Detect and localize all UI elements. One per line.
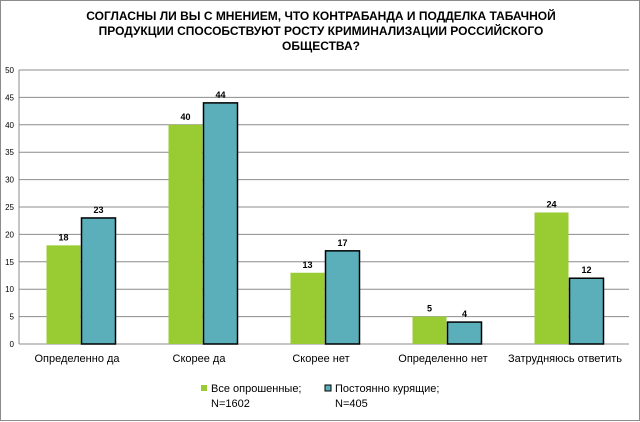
bar (324, 250, 361, 345)
bar (46, 245, 81, 344)
y-tick-label: 10 (5, 285, 14, 294)
data-label: 24 (546, 199, 556, 209)
title-line-2: ПРОДУКЦИИ СПОСОБСТВУЮТ РОСТУ КРИМИНАЛИЗА… (98, 24, 544, 38)
data-label: 40 (180, 112, 190, 122)
x-category-label: Скорее да (173, 353, 227, 365)
bar (446, 321, 483, 345)
data-label: 23 (93, 205, 103, 215)
legend-entry: Постоянно курящие; (335, 383, 439, 395)
y-tick-label: 45 (5, 93, 14, 102)
legend-swatch (324, 384, 332, 392)
title-line-3: ОБЩЕСТВА? (282, 39, 360, 53)
data-label: 12 (581, 265, 591, 275)
x-category-label: Определенно нет (398, 353, 487, 365)
data-label: 18 (58, 232, 68, 242)
data-label: 17 (337, 238, 347, 248)
bar (80, 217, 117, 345)
y-tick-label: 50 (5, 66, 14, 75)
y-tick-label: 40 (5, 121, 14, 130)
x-category-label: Затрудняюсь ответить (508, 353, 622, 365)
bar (202, 102, 239, 345)
y-tick-label: 0 (10, 340, 15, 349)
y-tick-label: 35 (5, 148, 14, 157)
data-label: 44 (215, 90, 225, 100)
legend-entry: Все опрошенные; (211, 383, 302, 395)
bar (168, 124, 203, 344)
legend-entry: N=405 (335, 398, 368, 410)
data-label: 4 (462, 309, 467, 319)
bar (412, 316, 447, 344)
x-category-label: Скорее нет (292, 353, 349, 365)
data-label: 5 (427, 304, 432, 314)
y-tick-label: 20 (5, 230, 14, 239)
title-line-1: СОГЛАСНЫ ЛИ ВЫ С МНЕНИЕМ, ЧТО КОНТРАБАНД… (86, 9, 556, 23)
y-tick-label: 15 (5, 258, 14, 267)
y-tick-label: 25 (5, 203, 14, 212)
legend-swatch (201, 385, 207, 391)
bar (290, 272, 325, 344)
bar (568, 277, 605, 345)
x-category-label: Определенно да (34, 353, 120, 365)
chart-title: СОГЛАСНЫ ЛИ ВЫ С МНЕНИЕМ, ЧТО КОНТРАБАНД… (71, 9, 571, 54)
y-tick-label: 30 (5, 176, 14, 185)
legend-entry: N=1602 (211, 398, 250, 410)
data-label: 13 (302, 260, 312, 270)
bar (534, 212, 569, 344)
y-tick-label: 5 (10, 313, 15, 322)
